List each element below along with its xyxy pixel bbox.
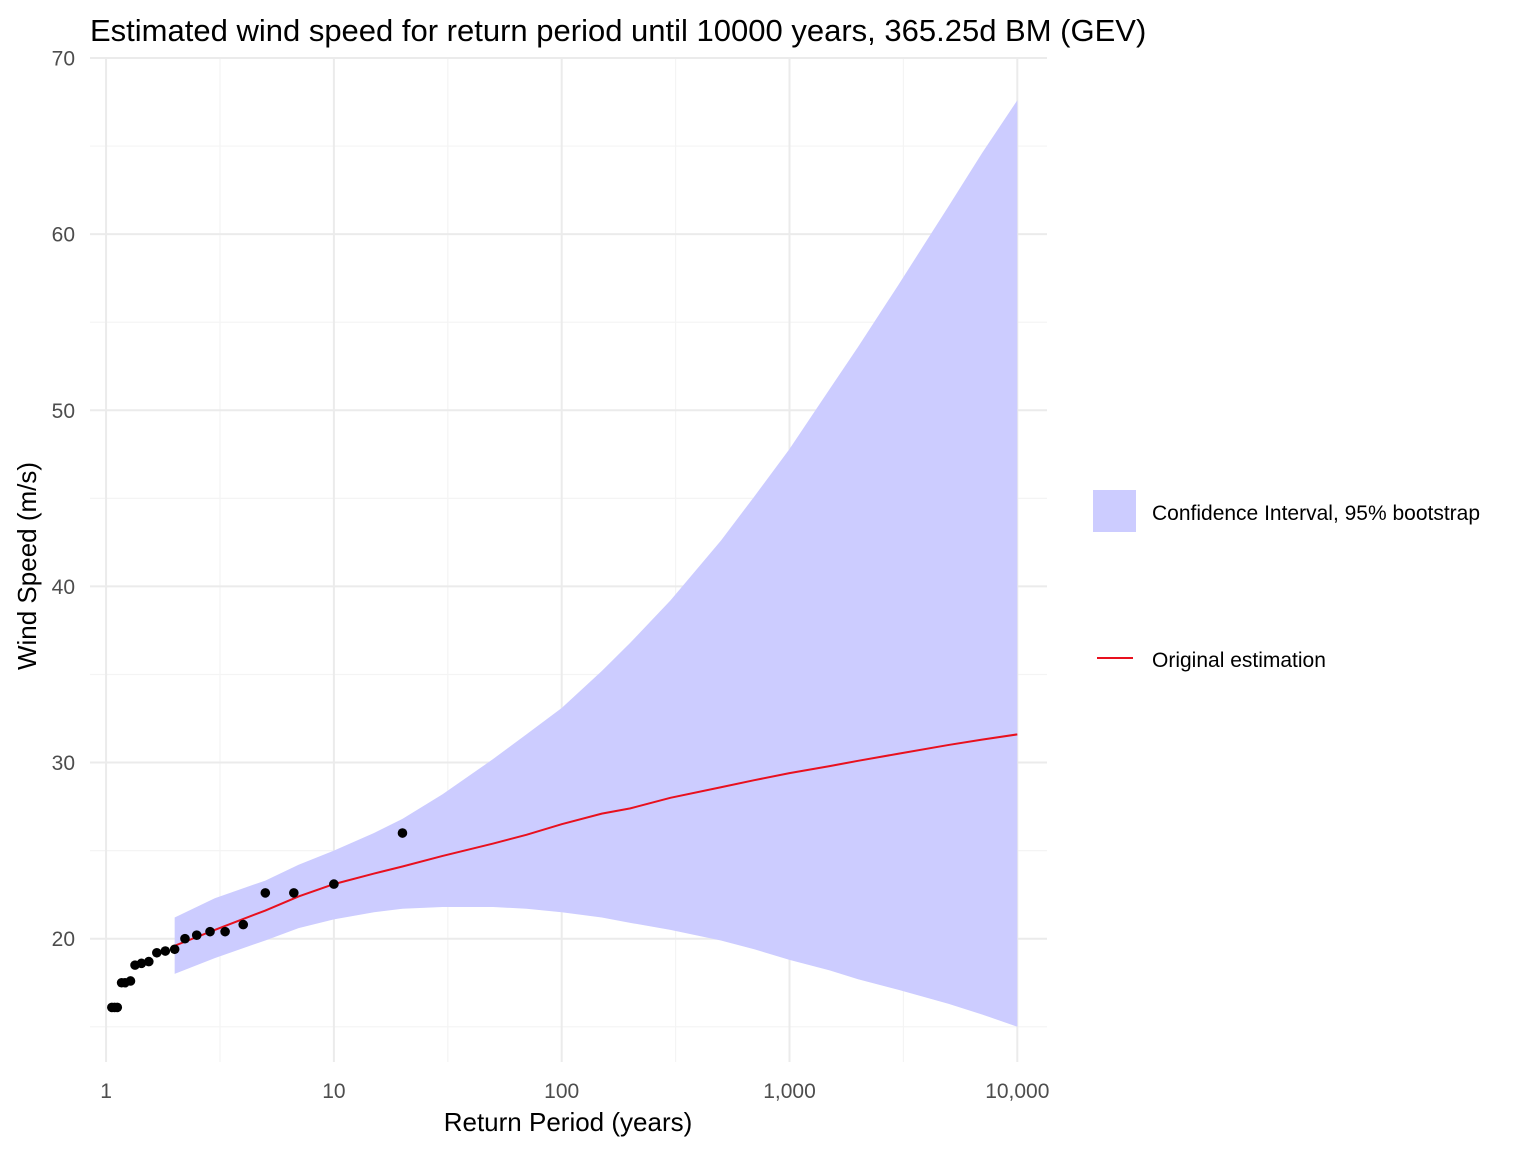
legend-key-confidence-band [1093, 490, 1136, 532]
data-point [169, 944, 180, 955]
y-tick-label: 60 [52, 224, 75, 247]
data-point [205, 926, 215, 937]
confidence-band [174, 100, 1018, 1027]
x-tick-label: 10 [322, 1080, 345, 1103]
x-tick-label: 1,000 [763, 1080, 816, 1103]
data-point [125, 976, 136, 986]
y-axis-title: Wind Speed (m/s) [12, 462, 42, 670]
data-point [260, 888, 271, 898]
data-point [144, 956, 154, 967]
series-line-original-estimation [174, 733, 1018, 947]
plot-panel [90, 57, 1047, 1062]
confidence-band-layer [174, 100, 1018, 1027]
x-tick-label: 1 [100, 1080, 112, 1103]
data-point [191, 930, 202, 940]
data-point [289, 888, 299, 898]
x-tick-label: 100 [544, 1080, 579, 1103]
data-point [397, 828, 408, 838]
estimation-line-layer [174, 733, 1018, 947]
data-point [136, 958, 147, 969]
y-tick-label: 20 [52, 928, 75, 951]
data-point [220, 926, 230, 937]
legend-label-confidence-band: Confidence Interval, 95% bootstrap [1152, 502, 1480, 525]
data-point [238, 919, 249, 930]
x-axis-ticks: 1 10 100 1,000 10,000 [100, 1080, 1049, 1103]
data-point [160, 946, 171, 956]
legend: Confidence Interval, 95% bootstrap Origi… [1093, 490, 1480, 672]
data-point [329, 879, 339, 889]
y-tick-label: 50 [52, 400, 75, 423]
x-axis-title: Return Period (years) [444, 1107, 693, 1137]
legend-label-original-estimation: Original estimation [1152, 649, 1326, 672]
data-point [180, 933, 190, 944]
chart-title: Estimated wind speed for return period u… [90, 13, 1146, 48]
x-tick-label: 10,000 [985, 1080, 1049, 1103]
y-tick-label: 70 [52, 48, 75, 71]
data-point [112, 1002, 123, 1013]
y-tick-label: 30 [52, 752, 75, 775]
observed-points-layer [107, 828, 408, 1013]
y-tick-label: 40 [52, 576, 75, 599]
y-axis-ticks: 20 30 40 50 60 70 [52, 48, 75, 952]
data-point [152, 947, 162, 958]
